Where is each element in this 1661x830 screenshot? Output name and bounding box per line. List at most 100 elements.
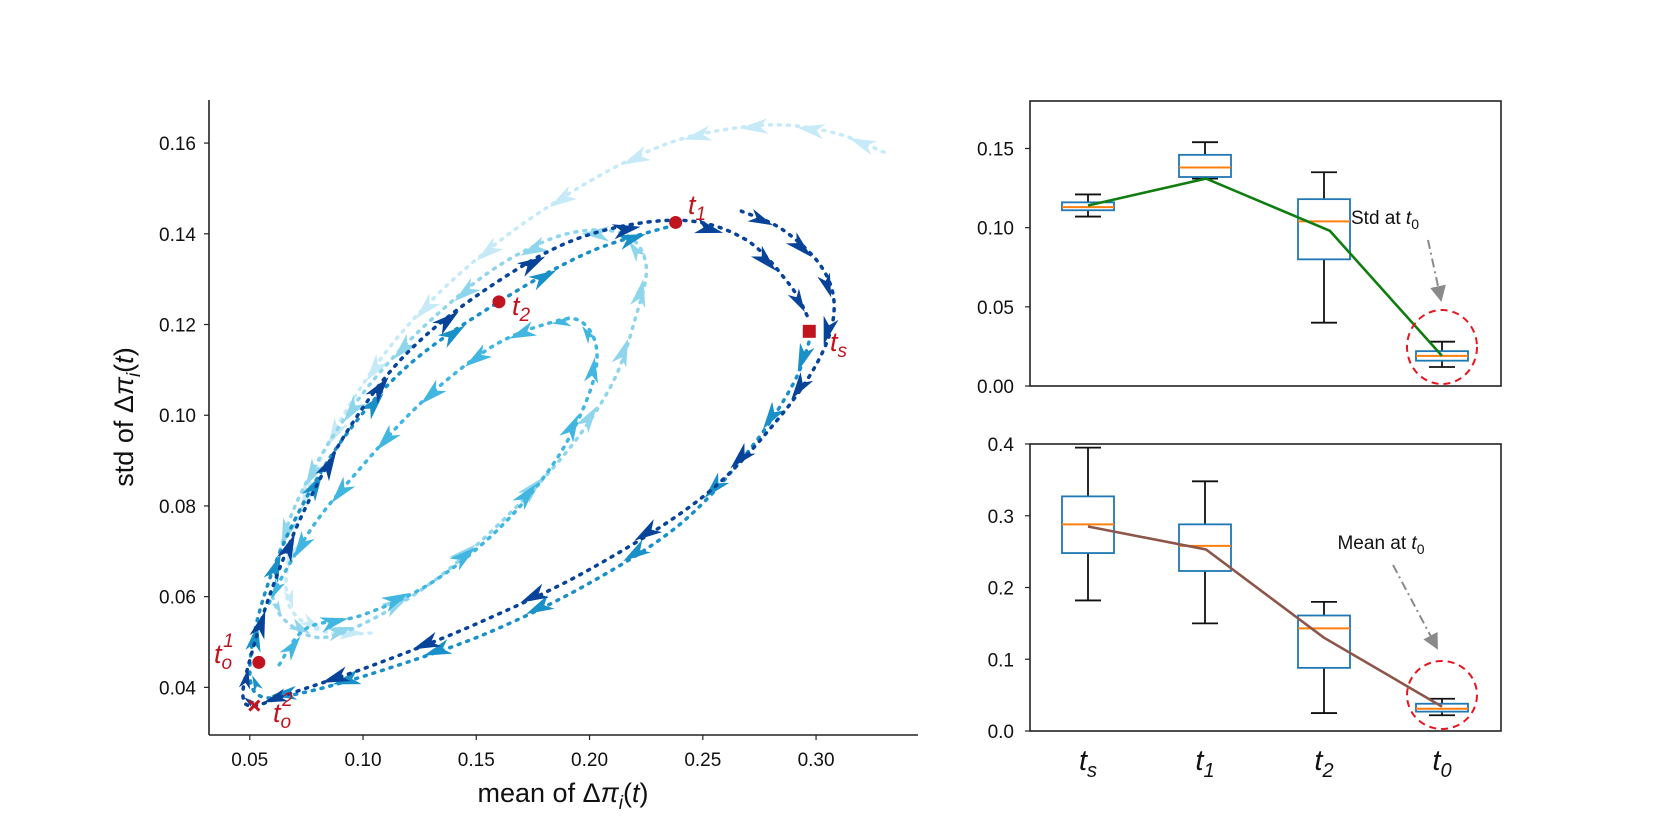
marker-ts (802, 324, 816, 338)
trajectory-arrow (787, 288, 805, 312)
trajectory-arrow (575, 405, 598, 434)
y-tick-label: 0.2 (988, 579, 1014, 600)
trajectory-arrow (551, 315, 572, 327)
trajectory-arrow (622, 146, 651, 165)
box-body (1178, 153, 1232, 178)
y-tick-label: 0.05 (977, 298, 1014, 319)
trajectory-arrow (630, 279, 646, 309)
trajectory-arrow (252, 675, 263, 693)
trajectory-arrow (281, 517, 298, 547)
series-1 (238, 208, 839, 708)
trajectory-arrow (271, 578, 286, 599)
trajectory-arrow (464, 344, 493, 367)
marker-t2 (492, 295, 506, 309)
trajectory-arrow (791, 372, 814, 400)
category-t1: t1 (1195, 745, 1214, 782)
label-t2: t2 (512, 291, 531, 326)
y-tick-label: 0.16 (159, 134, 196, 155)
label-to1: to1 (214, 631, 234, 674)
trajectory-arrow (381, 593, 410, 612)
trajectory-arrow (293, 530, 315, 559)
y-tick-label: 0.10 (977, 219, 1014, 240)
x-tick-label: 0.05 (231, 750, 268, 771)
trajectory-plot: 0.05 0.10 0.15 0.20 0.25 0.30 0.04 0.06 0.08 0.1… (109, 100, 918, 814)
trajectory-arrow (763, 401, 785, 430)
trajectory-arrow (301, 473, 323, 502)
trajectory-arrow (420, 379, 447, 405)
trajectory-arrow (616, 234, 646, 250)
trajectory-arrow (305, 458, 326, 487)
x-tick-label: 0.25 (684, 750, 721, 771)
x-tick-label: 0.15 (458, 750, 495, 771)
trajectory-arrow (634, 519, 663, 541)
trajectory-axes (208, 100, 918, 736)
trajectory-arrow (381, 596, 410, 618)
y-tick-label: 0.04 (159, 678, 196, 699)
box-body (1178, 523, 1232, 572)
y-tick-label: 0.08 (159, 497, 196, 518)
trajectory-arrow (623, 539, 651, 562)
box-body (1297, 198, 1351, 261)
trajectory-arrow (549, 185, 578, 208)
category-t2: t2 (1314, 745, 1333, 782)
trajectory-arrow (321, 666, 351, 683)
trajectory-y-ticks: 0.04 0.06 0.08 0.10 0.12 0.14 0.16 (159, 134, 209, 699)
mean-highlight-circle (1406, 660, 1478, 730)
trajectory-arrow (628, 240, 647, 263)
mean-boxplot: 0.0 0.1 0.2 0.3 0.4 Mean at t0 ts t1 t2 t0 (988, 435, 1502, 782)
trend-line (1087, 525, 1443, 708)
trajectory-arrow (582, 325, 597, 344)
trajectory-arrow (785, 232, 812, 258)
marker-t1 (669, 215, 683, 229)
trajectory-arrow (683, 125, 713, 141)
trajectory-arrow (584, 357, 599, 384)
trajectory-arrow (415, 293, 441, 319)
box-t1 (1178, 480, 1232, 625)
y-tick-label: 0.0 (988, 722, 1014, 743)
mean-boxes (1061, 446, 1469, 717)
mean-annotation: Mean at t0 (1337, 533, 1424, 557)
y-tick-label: 0.14 (159, 225, 196, 246)
std-boxplot: 0.00 0.05 0.10 0.15 Std at t0 (977, 100, 1502, 398)
std-y-ticks: 0.00 0.05 0.10 0.15 (977, 140, 1030, 398)
box-t1 (1178, 141, 1232, 180)
trajectory-arrow (797, 342, 815, 372)
trajectory-arrow (271, 599, 282, 615)
label-t1: t1 (688, 190, 706, 225)
trajectory-arrow (796, 124, 826, 140)
series-3 (266, 315, 599, 667)
marker-to1 (252, 655, 266, 669)
y-axis-label: std of Δπi(t) (109, 347, 145, 486)
trajectory-arrow (392, 334, 418, 360)
trajectory-arrow (730, 442, 756, 469)
trajectory-arrow (823, 315, 839, 345)
trajectory-arrow (412, 631, 442, 650)
y-tick-label: 0.06 (159, 588, 196, 609)
y-tick-label: 0.3 (988, 507, 1014, 528)
series-line (241, 209, 836, 708)
trajectory-arrow (238, 668, 251, 690)
category-t0: t0 (1432, 745, 1451, 782)
box-t0 (1415, 697, 1469, 717)
trajectory-markers (248, 215, 816, 712)
trajectory-x-ticks: 0.05 0.10 0.15 0.20 0.25 0.30 (231, 735, 835, 771)
y-tick-label: 0.15 (977, 140, 1014, 161)
trajectory-arrow (279, 636, 301, 661)
std-trend (1087, 177, 1443, 357)
trajectory-arrow (520, 583, 549, 603)
category-ts: ts (1079, 745, 1097, 782)
trajectory-arrow (315, 452, 336, 482)
mean-trend (1087, 525, 1443, 708)
trajectory-arrow (423, 639, 453, 656)
trajectory-arrow (848, 138, 877, 156)
trajectory-arrow (276, 533, 295, 563)
trajectory-arrow (376, 424, 401, 451)
trajectory-arrow (750, 245, 777, 271)
std-highlight-circle (1406, 309, 1478, 385)
trajectory-arrow (249, 610, 266, 640)
trajectory-arrow (512, 483, 537, 511)
box-ts (1061, 446, 1115, 602)
label-ts: ts (830, 327, 848, 362)
box-t2 (1297, 171, 1351, 324)
y-tick-label: 0.1 (988, 650, 1014, 671)
